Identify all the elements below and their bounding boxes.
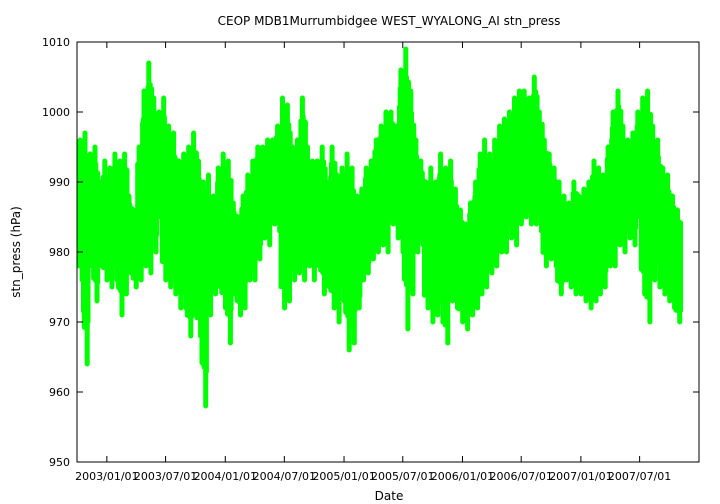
x-axis-label: Date [375, 489, 404, 503]
y-tick-label: 1000 [42, 106, 70, 119]
plot-frame [76, 41, 700, 463]
y-tick-label: 1010 [42, 36, 70, 49]
x-tick-label: 2003/07/01 [134, 470, 197, 483]
x-tick-label: 2005/07/01 [371, 470, 434, 483]
series-group [77, 46, 683, 409]
x-axis: 2003/01/012003/07/012004/01/012004/07/01… [75, 42, 671, 483]
x-tick-label: 2006/07/01 [489, 470, 552, 483]
y-tick-label: 990 [49, 176, 70, 189]
series-line [77, 46, 683, 409]
y-tick-label: 970 [49, 316, 70, 329]
y-tick-label: 950 [49, 456, 70, 469]
x-tick-label: 2007/01/01 [549, 470, 612, 483]
x-tick-label: 2006/01/01 [431, 470, 494, 483]
x-tick-label: 2004/07/01 [253, 470, 316, 483]
chart-title: CEOP MDB1Murrumbidgee WEST_WYALONG_AI st… [218, 14, 561, 28]
plot-area [77, 46, 683, 409]
y-axis-label: stn_press (hPa) [9, 206, 23, 298]
y-tick-label: 960 [49, 386, 70, 399]
x-tick-label: 2003/01/01 [75, 470, 138, 483]
y-tick-label: 980 [49, 246, 70, 259]
x-tick-label: 2004/01/01 [194, 470, 257, 483]
x-tick-label: 2005/01/01 [312, 470, 375, 483]
x-tick-label: 2007/07/01 [608, 470, 671, 483]
